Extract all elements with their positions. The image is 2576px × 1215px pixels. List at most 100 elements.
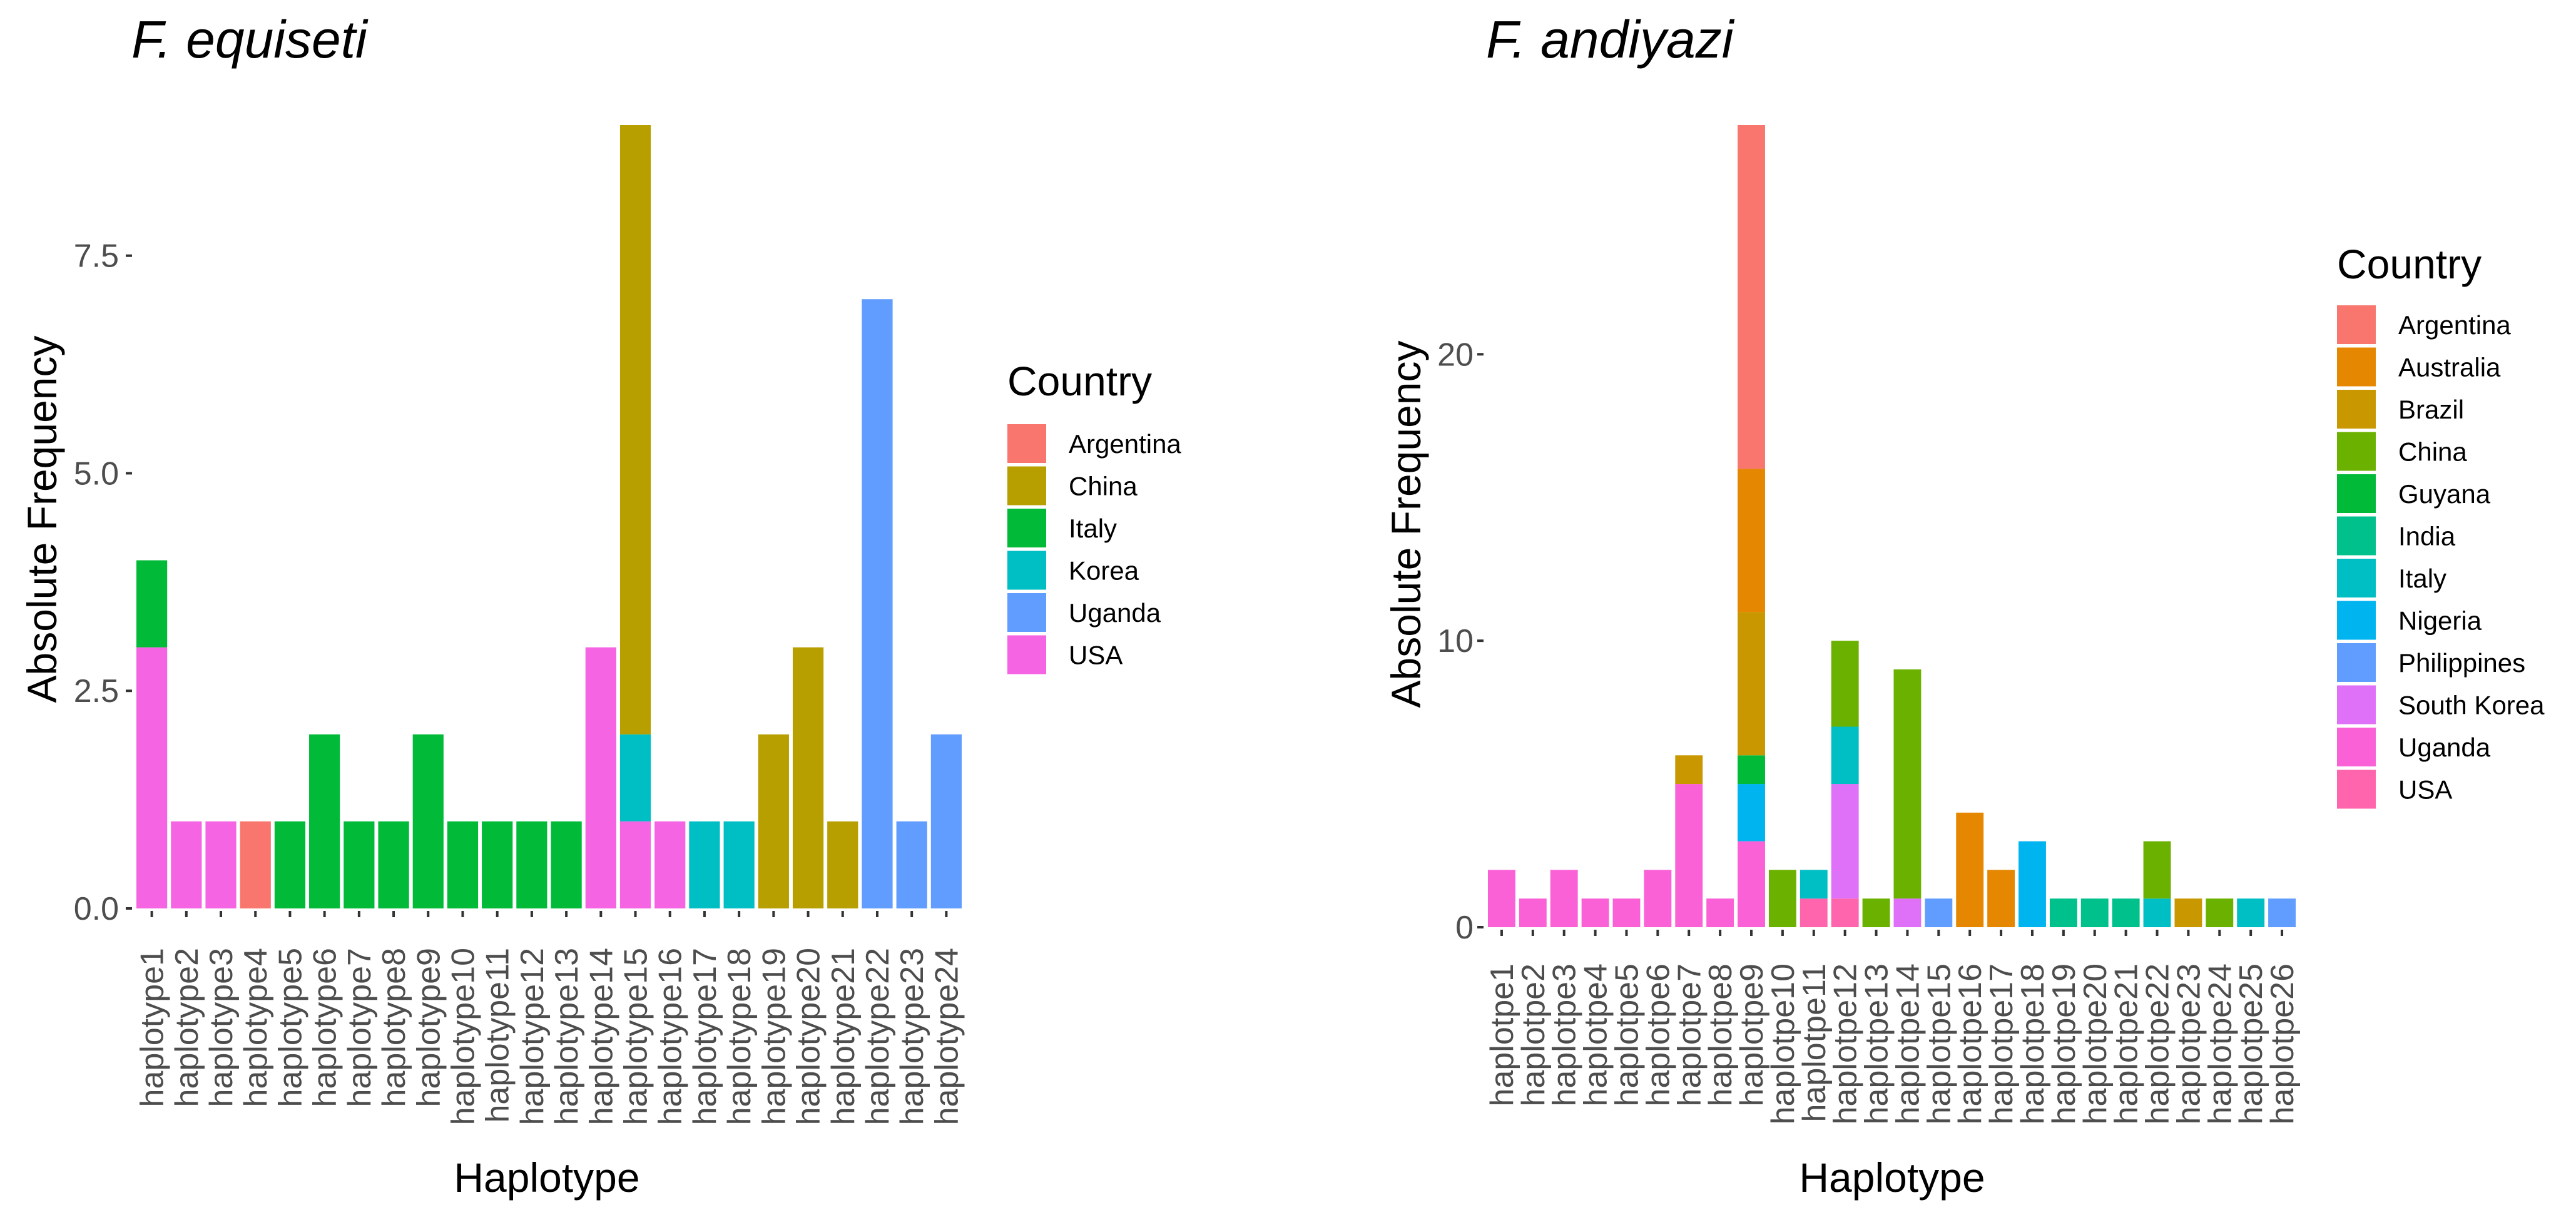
x-tick-label: haplotype2 — [169, 948, 205, 1107]
x-tick-label: haplotpe25 — [2233, 963, 2269, 1124]
y-tick-label: 5.0 — [74, 455, 119, 492]
bar-segment — [758, 734, 789, 908]
legend-label: China — [1069, 472, 1138, 501]
legend-label: USA — [1069, 641, 1123, 670]
bar-segment — [1519, 898, 1547, 927]
x-tick-label: haplotpe6 — [1640, 963, 1676, 1106]
x-tick-label: haplotype18 — [721, 948, 758, 1125]
bar-segment — [1831, 784, 1859, 899]
legend-label: South Korea — [2398, 691, 2545, 720]
bar-segment — [1644, 870, 1672, 927]
bar-segment — [619, 734, 651, 821]
y-tick-label: 0.0 — [74, 891, 119, 927]
legend-label: Nigeria — [2398, 606, 2482, 636]
bar-segment — [1550, 870, 1578, 927]
x-axis-title: Haplotype — [1799, 1154, 1985, 1201]
x-tick-label: haplotpe18 — [2015, 963, 2051, 1124]
x-tick-label: haplotype15 — [618, 948, 654, 1125]
bar-segment — [1831, 641, 1859, 727]
x-tick-label: haplotype19 — [756, 948, 792, 1125]
bar-segment — [309, 734, 340, 908]
legend-label: Italy — [2398, 564, 2446, 593]
bar-segment — [2049, 898, 2077, 927]
x-tick-label: haplotype1 — [135, 948, 171, 1107]
bar-segment — [205, 821, 237, 908]
x-tick-label: haplotype6 — [307, 948, 344, 1107]
legend-swatch — [1007, 424, 1046, 463]
bar-segment — [1581, 898, 1609, 927]
chart-title: F. equiseti — [131, 10, 369, 69]
bar-segment — [344, 821, 375, 908]
legend-label: Argentina — [1069, 429, 1181, 459]
bar-segment — [171, 821, 202, 908]
x-tick-label: haplotype8 — [376, 948, 412, 1107]
x-tick-label: haplotype21 — [825, 948, 862, 1125]
x-tick-label: haplotype10 — [445, 948, 481, 1125]
legend-swatch — [1007, 635, 1046, 674]
x-tick-label: haplotype16 — [653, 948, 689, 1125]
bar-segment — [2237, 898, 2265, 927]
legend-swatch — [1007, 551, 1046, 590]
x-tick-label: haplotype23 — [894, 948, 930, 1125]
legend-label: China — [2398, 437, 2467, 467]
bar-segment — [1862, 898, 1890, 927]
legend-swatch — [1007, 509, 1046, 547]
x-tick-label: haplotpe1 — [1484, 963, 1520, 1106]
bar-segment — [1893, 898, 1922, 927]
bar-segment — [2174, 898, 2202, 927]
bar-segment — [2143, 898, 2171, 927]
x-tick-label: haplotpe13 — [1859, 963, 1895, 1124]
legend-swatch — [2337, 685, 2376, 724]
x-tick-label: haplotpe4 — [1578, 963, 1614, 1106]
x-tick-label: haplotype11 — [480, 948, 516, 1123]
bar-segment — [1831, 726, 1859, 785]
bar-segment — [862, 299, 893, 908]
y-tick-label: 7.5 — [74, 238, 119, 275]
bar-segment — [689, 821, 720, 908]
bar-segment — [2206, 898, 2234, 927]
bar-segment — [2268, 898, 2296, 927]
legend-label: India — [2398, 522, 2456, 551]
bar-segment — [1675, 784, 1703, 927]
legend-title: Country — [2337, 241, 2482, 287]
y-tick-label: 20 — [1437, 337, 1474, 373]
bar-segment — [2112, 898, 2140, 927]
legend-label: USA — [2398, 775, 2452, 805]
x-tick-label: haplotpe7 — [1671, 963, 1708, 1106]
bar-segment — [1987, 870, 2015, 927]
y-axis-title: Absolute Frequency — [1383, 340, 1429, 708]
bar-segment — [2019, 841, 2046, 927]
x-tick-label: haplotype14 — [583, 948, 619, 1125]
bar-segment — [1738, 784, 1765, 841]
legend-swatch — [2337, 347, 2376, 387]
bar-segment — [585, 647, 616, 908]
bar-segment — [1612, 898, 1641, 927]
bar-segment — [896, 821, 927, 908]
bar-segment — [654, 821, 686, 908]
bar-segment — [619, 821, 651, 908]
bar-segment — [1956, 812, 1984, 927]
bar-segment — [1706, 898, 1734, 927]
bar-segment — [1738, 755, 1765, 785]
bar-segment — [412, 734, 444, 908]
x-tick-label: haplotype4 — [238, 948, 274, 1107]
bar-segment — [1800, 870, 1828, 899]
x-tick-label: haplotype17 — [687, 948, 723, 1125]
legend-swatch — [2337, 728, 2376, 766]
x-tick-label: haplotpe8 — [1703, 963, 1739, 1106]
bar-segment — [1738, 469, 1765, 613]
bar-segment — [827, 821, 858, 908]
bar-segment — [2143, 841, 2171, 899]
bar-segment — [447, 821, 479, 908]
x-tick-label: haplotpe9 — [1734, 963, 1770, 1106]
bar-segment — [1738, 125, 1765, 469]
x-tick-label: haplotpe5 — [1609, 963, 1645, 1106]
x-tick-label: haplotpe16 — [1952, 963, 1988, 1124]
legend-swatch — [2337, 390, 2376, 429]
legend-swatch — [2337, 474, 2376, 513]
bar-segment — [1800, 898, 1828, 927]
bar-segment — [2080, 898, 2109, 927]
legend-label: Australia — [2398, 353, 2501, 382]
legend-label: Italy — [1069, 514, 1117, 543]
